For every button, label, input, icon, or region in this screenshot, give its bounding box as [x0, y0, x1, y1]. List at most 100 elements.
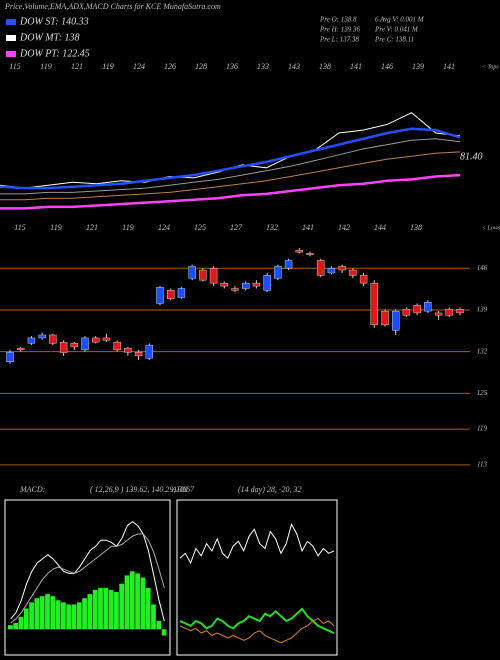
histogram-bar — [23, 608, 29, 630]
candle-body — [17, 347, 25, 351]
lows-label: < Lows — [482, 225, 500, 231]
candle-body — [381, 310, 389, 326]
histogram-bar — [29, 602, 34, 630]
bottom-label: 127 — [230, 223, 243, 232]
candle-body — [220, 282, 228, 287]
candle-body — [359, 275, 368, 284]
histogram-bar — [156, 621, 162, 630]
candle-body — [188, 266, 196, 279]
candle-body — [338, 266, 346, 271]
candle-body — [81, 337, 89, 351]
candle-body — [167, 290, 175, 299]
adx-line — [179, 618, 335, 644]
candle-body — [274, 266, 282, 279]
histogram-bar — [8, 625, 13, 630]
candle-body — [209, 268, 218, 284]
info-text: Pre C: 138.11 — [374, 36, 414, 44]
panel-title: ADX — [171, 485, 189, 494]
histogram-bar — [151, 604, 156, 630]
histogram-bar — [87, 594, 93, 630]
histogram-bar — [103, 587, 109, 630]
top-label: 128 — [195, 62, 207, 71]
histogram-bar — [98, 587, 103, 630]
top-label: 119 — [40, 62, 51, 71]
candle-body — [6, 352, 14, 362]
bottom-label: 132 — [266, 223, 278, 232]
candle-body — [317, 260, 325, 276]
y-tick-label: 119 — [477, 425, 487, 433]
legend-swatch — [6, 35, 16, 41]
top-label: 119 — [102, 62, 113, 71]
legend-label: DOW ST: 140.33 — [19, 16, 89, 27]
top-label: 139 — [412, 62, 424, 71]
histogram-bar — [61, 602, 66, 630]
bottom-label: 124 — [158, 223, 170, 232]
candle-body — [392, 310, 400, 331]
candle-body — [263, 275, 271, 291]
histogram-bar — [135, 573, 140, 630]
bottom-label: 125 — [194, 223, 206, 232]
histogram-bar — [129, 571, 135, 630]
candle-body — [27, 337, 36, 344]
histogram-bar — [66, 604, 72, 630]
panel-subtitle: ( 12,26,9 ) 139.62, 140.29, -0.67 — [90, 485, 195, 494]
info-text: Pre O: 138.8 — [319, 16, 357, 24]
candle-body — [102, 337, 111, 341]
candle-body — [370, 282, 378, 326]
bottom-label: 142 — [338, 223, 350, 232]
candle-body — [284, 260, 293, 269]
y-tick-label: 113 — [477, 460, 487, 468]
top-label: 136 — [226, 62, 238, 71]
candle-body — [177, 288, 186, 298]
histogram-bar — [92, 589, 98, 630]
histogram-bar — [114, 592, 119, 630]
bottom-label: 119 — [122, 223, 133, 232]
histogram-bar — [76, 602, 82, 630]
candle-body — [295, 250, 303, 253]
candle-body — [49, 334, 57, 344]
histogram-bar — [55, 600, 61, 630]
top-label: 115 — [9, 62, 20, 71]
candle-body — [413, 304, 421, 314]
candle-body — [124, 347, 132, 353]
candle-body — [402, 309, 411, 316]
candle-body — [456, 309, 464, 314]
tops-label: < Tops — [482, 64, 499, 70]
histogram-bar — [161, 629, 167, 636]
candle-body — [445, 309, 453, 316]
top-label: 138 — [319, 62, 331, 71]
bottom-label: 121 — [86, 223, 98, 232]
histogram-bar — [45, 594, 50, 630]
info-text: 6 Avg V: 0.001 M — [375, 16, 425, 24]
candle-body — [156, 287, 164, 304]
histogram-bar — [13, 623, 19, 630]
candle-body — [434, 312, 443, 316]
bottom-label: 119 — [50, 223, 61, 232]
histogram-bar — [145, 587, 151, 630]
legend-label: DOW MT: 138 — [19, 32, 79, 43]
candle-body — [59, 341, 68, 354]
macd-frame — [4, 499, 171, 656]
histogram-bar — [108, 589, 114, 630]
top-label: 126 — [164, 62, 176, 71]
panel-title: MACD: — [19, 485, 46, 494]
ema-line — [0, 127, 461, 190]
candle-body — [349, 269, 357, 276]
adx-line — [179, 607, 335, 635]
candle-body — [306, 253, 314, 255]
candle-body — [242, 282, 250, 289]
info-text: Pre H: 139.36 — [319, 26, 360, 34]
bottom-label: 115 — [14, 223, 25, 232]
histogram-bar — [34, 598, 40, 630]
candle-body — [38, 334, 46, 339]
histogram-bar — [119, 583, 125, 630]
candle-body — [424, 302, 432, 312]
candle-body — [145, 344, 153, 359]
y-tick-label: 139 — [477, 306, 488, 314]
histogram-bar — [124, 575, 130, 630]
top-label: 141 — [443, 62, 455, 71]
legend-swatch — [6, 51, 16, 57]
bottom-label: 141 — [302, 223, 314, 232]
top-label: 143 — [288, 62, 300, 71]
histogram-bar — [18, 616, 24, 630]
